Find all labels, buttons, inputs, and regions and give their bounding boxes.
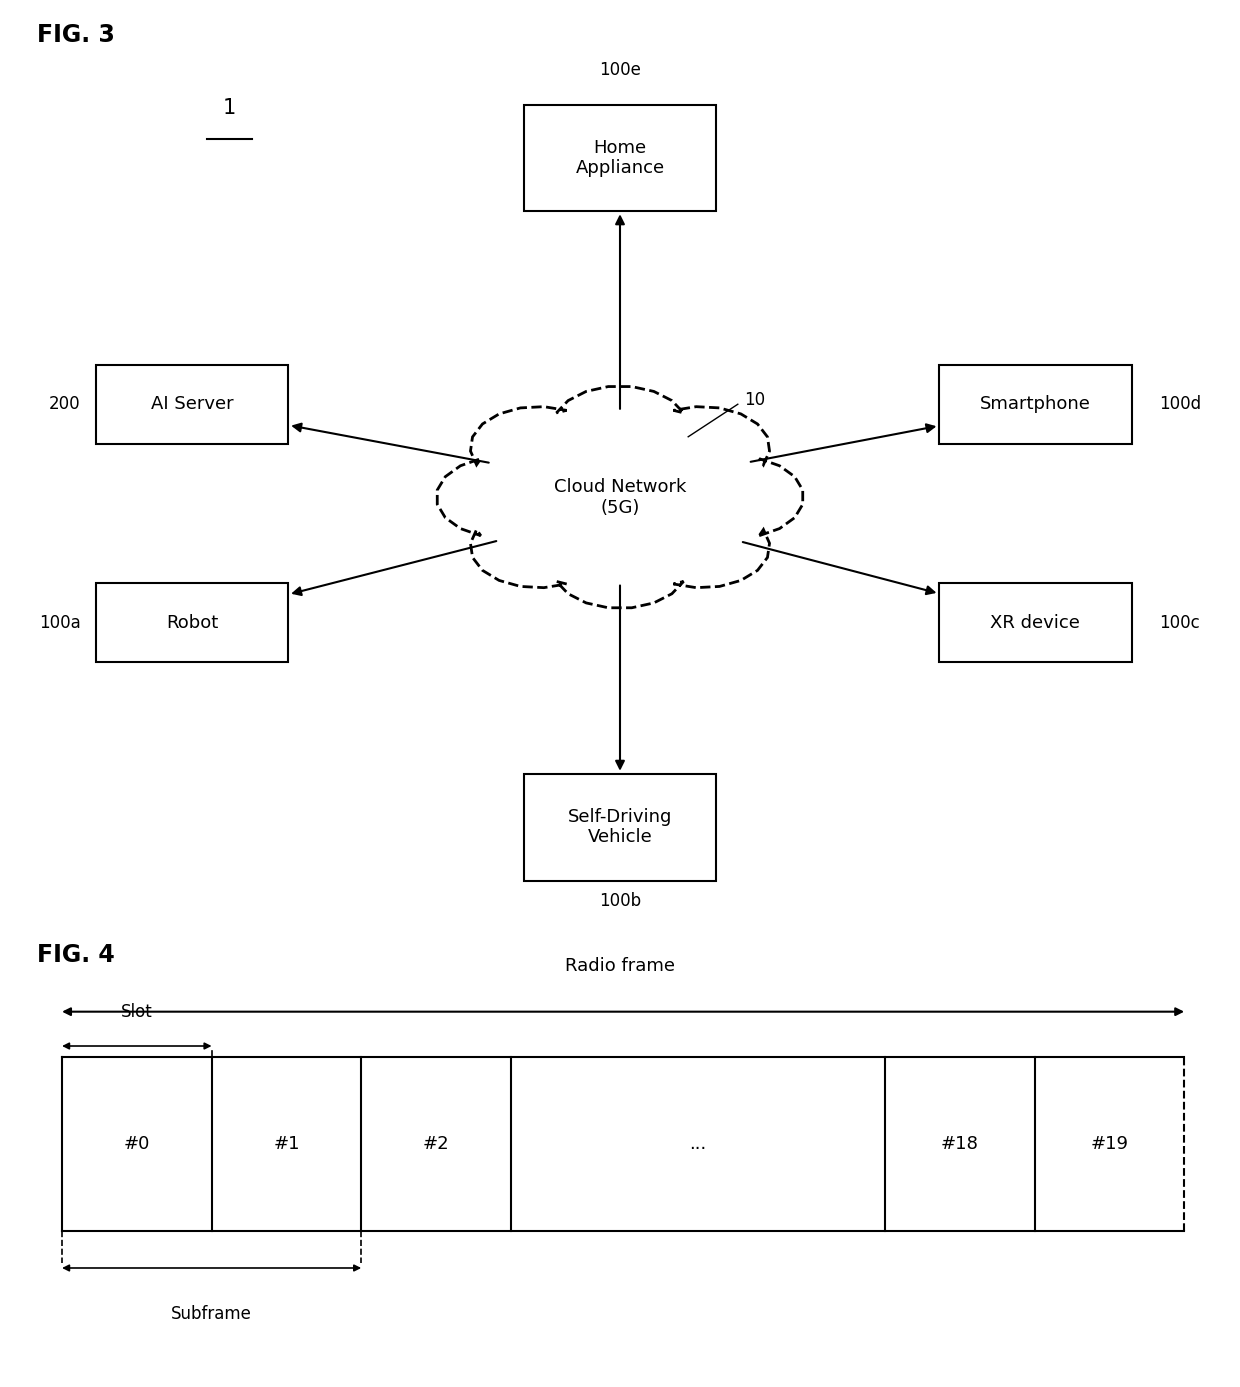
Text: #2: #2 xyxy=(423,1136,449,1154)
Text: Radio frame: Radio frame xyxy=(565,957,675,975)
Text: #1: #1 xyxy=(273,1136,300,1154)
Text: 200: 200 xyxy=(48,395,81,413)
FancyBboxPatch shape xyxy=(523,774,717,881)
FancyBboxPatch shape xyxy=(940,365,1131,444)
Text: Slot: Slot xyxy=(122,1003,153,1021)
Text: 100e: 100e xyxy=(599,61,641,79)
Text: 100d: 100d xyxy=(1159,395,1202,413)
Text: FIG. 3: FIG. 3 xyxy=(37,24,115,47)
Text: 100b: 100b xyxy=(599,892,641,910)
FancyBboxPatch shape xyxy=(523,104,717,211)
Text: Robot: Robot xyxy=(166,613,218,631)
Text: ...: ... xyxy=(689,1136,707,1154)
Text: Home
Appliance: Home Appliance xyxy=(575,139,665,178)
FancyBboxPatch shape xyxy=(940,583,1131,662)
Text: AI Server: AI Server xyxy=(151,395,233,413)
FancyBboxPatch shape xyxy=(97,365,288,444)
Text: XR device: XR device xyxy=(991,613,1080,631)
Text: Smartphone: Smartphone xyxy=(980,395,1091,413)
PathPatch shape xyxy=(438,387,802,608)
Text: Self-Driving
Vehicle: Self-Driving Vehicle xyxy=(568,807,672,846)
Text: #18: #18 xyxy=(941,1136,978,1154)
Text: Subframe: Subframe xyxy=(171,1305,252,1323)
Text: Cloud Network
(5G): Cloud Network (5G) xyxy=(554,477,686,516)
FancyBboxPatch shape xyxy=(97,583,288,662)
Text: FIG. 4: FIG. 4 xyxy=(37,943,115,967)
Text: #19: #19 xyxy=(1090,1136,1128,1154)
Text: 1: 1 xyxy=(223,97,236,118)
Text: 100c: 100c xyxy=(1159,613,1200,631)
Text: #0: #0 xyxy=(124,1136,150,1154)
Text: 100a: 100a xyxy=(38,613,81,631)
Text: 10: 10 xyxy=(744,391,765,409)
